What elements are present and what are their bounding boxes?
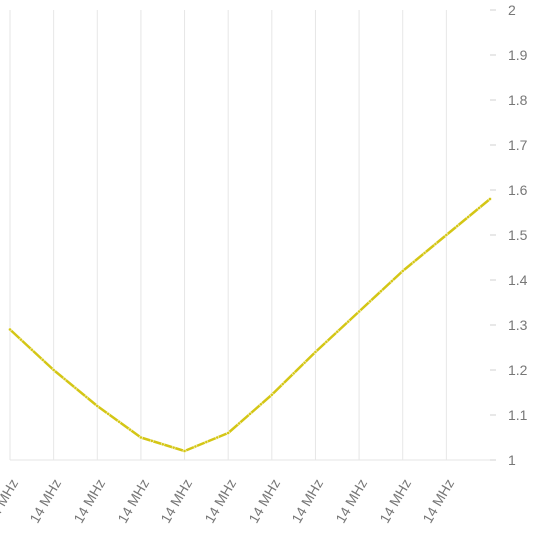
series-marker <box>8 328 11 331</box>
y-tick-label: 1.6 <box>508 182 527 198</box>
series-marker <box>74 386 77 389</box>
y-tick-label: 1.9 <box>508 47 527 63</box>
series-marker <box>445 233 448 236</box>
series-marker <box>107 412 110 415</box>
series-marker <box>281 382 284 385</box>
y-tick-label: 1.1 <box>508 407 527 423</box>
series-marker <box>456 224 459 227</box>
series-marker <box>314 350 317 353</box>
series-marker <box>379 290 382 293</box>
series-marker <box>237 422 240 425</box>
series-marker <box>96 404 99 407</box>
series-marker <box>172 446 175 449</box>
y-tick-label: 1.8 <box>508 92 527 108</box>
series-marker <box>412 260 415 263</box>
series-marker <box>368 300 371 303</box>
series-marker <box>292 372 295 375</box>
y-tick-label: 1.3 <box>508 317 527 333</box>
y-tick-label: 1 <box>508 452 516 468</box>
series-marker <box>19 338 22 341</box>
series-marker <box>488 197 491 200</box>
series-marker <box>434 242 437 245</box>
series-marker <box>357 310 360 313</box>
series-marker <box>85 395 88 398</box>
y-tick-label: 1.2 <box>508 362 527 378</box>
series-marker <box>227 431 230 434</box>
series-marker <box>336 330 339 333</box>
series-marker <box>63 377 66 380</box>
series-marker <box>477 206 480 209</box>
series-marker <box>259 403 262 406</box>
series-marker <box>325 340 328 343</box>
series-marker <box>183 449 186 452</box>
series-marker <box>248 412 251 415</box>
series-marker <box>128 428 131 431</box>
series-marker <box>467 215 470 218</box>
series-marker <box>205 440 208 443</box>
series-marker <box>30 348 33 351</box>
y-tick-label: 1.7 <box>508 137 527 153</box>
series-marker <box>401 269 404 272</box>
series-marker <box>347 320 350 323</box>
series-marker <box>117 420 120 423</box>
series-marker <box>41 358 44 361</box>
series-marker <box>423 251 426 254</box>
series-marker <box>52 368 55 371</box>
series-marker <box>270 393 273 396</box>
y-tick-label: 1.5 <box>508 227 527 243</box>
y-tick-label: 1.4 <box>508 272 527 288</box>
series-marker <box>303 361 306 364</box>
series-marker <box>150 439 153 442</box>
series-marker <box>194 445 197 448</box>
series-marker <box>161 443 164 446</box>
series-marker <box>139 436 142 439</box>
series-marker <box>216 436 219 439</box>
chart-svg <box>0 0 545 550</box>
y-tick-label: 2 <box>508 2 516 18</box>
series-marker <box>390 280 393 283</box>
swr-line-chart: 11.11.21.31.41.51.61.71.81.9214 MHz14 MH… <box>0 0 545 550</box>
